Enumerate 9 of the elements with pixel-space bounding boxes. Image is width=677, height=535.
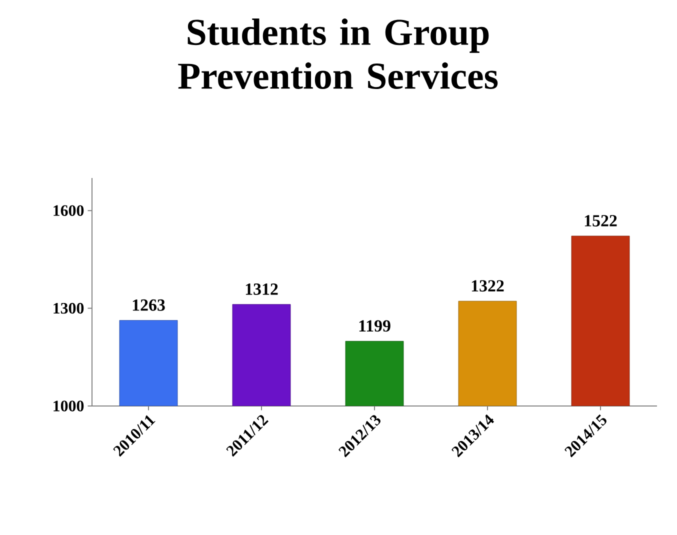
y-tick-label: 1000	[54, 400, 84, 412]
data-label: 1522	[584, 215, 617, 226]
data-label: 1322	[472, 280, 504, 292]
chart-title: Students in Group Prevention Services	[178, 18, 498, 89]
y-tick-label: 1600	[54, 205, 84, 216]
y-tick-label: 1300	[54, 302, 84, 314]
data-label: 1199	[359, 320, 390, 332]
data-label: 1312	[246, 283, 278, 295]
data-label: 1263	[132, 299, 165, 311]
